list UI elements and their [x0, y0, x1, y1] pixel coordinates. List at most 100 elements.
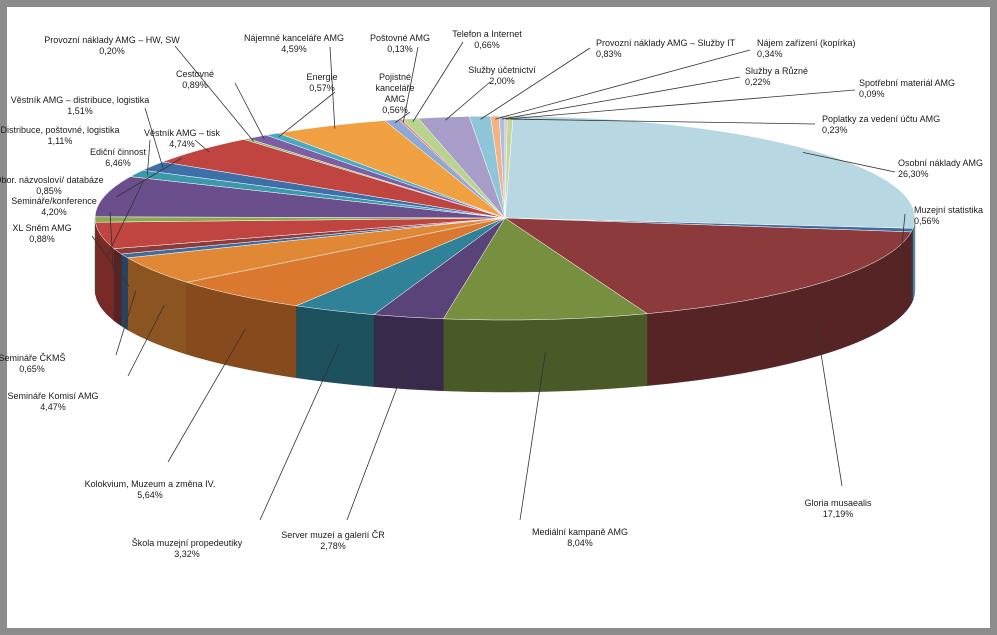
leader-line [814, 315, 843, 487]
slice-name-label: Semináře Komisí AMG [7, 391, 98, 401]
slice-name-label: Distribuce, poštovné, logistika [0, 125, 119, 135]
slice-label: Cestovné 0,89% [176, 69, 214, 90]
slice-name-label: Energie [306, 72, 337, 82]
slice-label: Semináře ČKMŠ 0,65% [0, 353, 66, 374]
slice-value-label: 0,20% [99, 46, 125, 56]
slice-name-label: XL Sněm AMG [12, 223, 71, 233]
slice-value-label: 17,19% [823, 509, 854, 519]
slice-value-label: 0,56% [382, 105, 408, 115]
leader-line [259, 343, 340, 521]
slice-side [296, 305, 375, 387]
leader-line [412, 41, 464, 122]
leader-line [802, 152, 896, 173]
slice-name-label: Provozní náklady AMG – HW, SW [44, 35, 180, 45]
slice-label: Spotřební materiál AMG 0,09% [859, 78, 955, 99]
slice-label: Obor. názvosloví/ databáze 0,85% [0, 175, 104, 196]
slice-label: Pojistné kanceláře AMG 0,56% [375, 72, 414, 115]
leader-line [144, 107, 164, 168]
pie-slice [504, 217, 912, 314]
slice-labels: Osobní náklady AMG 26,30% Muzejní statisti… [0, 29, 983, 559]
slice-value-label: 8,04% [567, 538, 593, 548]
slice-value-label: 4,20% [41, 207, 67, 217]
slice-label: Provozní náklady AMG – HW, SW 0,20% [44, 35, 180, 56]
slice-value-label: 4,47% [40, 402, 66, 412]
slice-name-label: Semináře/konference [11, 196, 97, 206]
leader-lines [91, 41, 906, 521]
pie-slices [94, 115, 916, 321]
slice-value-label: 4,59% [281, 44, 307, 54]
slice-value-label: 0,56% [914, 216, 940, 226]
slice-name-label: Pojistné [379, 72, 411, 82]
slice-label: Energie 0,57% [306, 72, 337, 93]
slice-label: Ediční činnost 6,46% [90, 147, 147, 168]
slice-label: Muzejní statistika 0,56% [914, 205, 983, 226]
slice-label: Provozní náklady AMG – Služby IT 0,83% [596, 38, 736, 59]
slice-name-label: Nájem zařízení (kopírka) [757, 38, 856, 48]
slice-name-label: Osobní náklady AMG [898, 158, 983, 168]
pie-slice [504, 115, 916, 229]
slice-name-label: Gloria musaealis [804, 498, 872, 508]
slice-name-label: Telefon a Internet [452, 29, 522, 39]
slice-side [113, 248, 122, 327]
slice-label: Server muzeí a galerií ČR 2,78% [281, 530, 385, 551]
leader-line [174, 45, 254, 142]
pie-slice [161, 139, 506, 219]
slice-name-label: Služby účetnictví [468, 65, 536, 75]
slice-name-label: kanceláře [375, 83, 414, 93]
leader-line [510, 118, 816, 125]
slice-label: Poplatky za vedení účtu AMG 0,23% [822, 114, 940, 135]
slice-label: Škola muzejní propedeutiky 3,32% [132, 538, 243, 559]
slice-name-label: Nájemné kanceláře AMG [244, 33, 344, 43]
slice-name-label: Mediální kampaně AMG [532, 527, 628, 537]
leader-line [278, 91, 336, 137]
slice-label: Gloria musaealis 17,19% [804, 498, 872, 519]
slice-name-label: Obor. názvosloví/ databáze [0, 175, 104, 185]
slice-value-label: 5,64% [137, 490, 163, 500]
leader-line [394, 111, 411, 124]
slice-label: Telefon a Internet 0,66% [452, 29, 522, 50]
slice-value-label: 0,65% [19, 364, 45, 374]
leader-line [506, 89, 856, 120]
slice-name-label: Spotřební materiál AMG [859, 78, 955, 88]
leader-line [502, 76, 741, 120]
slice-label: Kolokvium, Muzeum a změna IV. 5,64% [85, 479, 216, 500]
slice-label: Služby a Různé 0,22% [745, 66, 808, 87]
leader-line [519, 352, 546, 521]
slice-name-label: Semináře ČKMŠ [0, 353, 66, 363]
pie-slice [94, 176, 506, 219]
leader-line [402, 46, 419, 123]
slice-name-label: Kolokvium, Muzeum a změna IV. [85, 479, 216, 489]
slice-name-label: Cestovné [176, 69, 214, 79]
slice-value-label: 0,34% [757, 49, 783, 59]
slice-side [373, 314, 444, 392]
slice-name-label: AMG [385, 94, 406, 104]
leader-line [480, 47, 591, 120]
slice-name-label: Provozní náklady AMG – Služby IT [596, 38, 736, 48]
pie-slice [186, 217, 506, 307]
slice-value-label: 0,83% [596, 49, 622, 59]
slice-value-label: 0,13% [387, 44, 413, 54]
slice-label: Nájemné kanceláře AMG 4,59% [244, 33, 344, 54]
slice-label: Distribuce, poštovné, logistika 1,11% [0, 125, 119, 146]
leader-line [106, 181, 144, 256]
leader-line [234, 82, 265, 140]
slice-value-label: 2,00% [489, 76, 515, 86]
slice-side [121, 253, 128, 331]
leader-line [109, 211, 114, 272]
slice-value-label: 0,89% [182, 80, 208, 90]
slice-label: Služby účetnictví 2,00% [468, 65, 536, 86]
slice-label: Poštovné AMG 0,13% [370, 33, 430, 54]
slice-name-label: Muzejní statistika [914, 205, 983, 215]
slice-value-label: 3,32% [174, 549, 200, 559]
slice-name-label: Věstník AMG – distribuce, logistika [11, 95, 150, 105]
leader-line [495, 49, 751, 120]
slice-value-label: 26,30% [898, 169, 929, 179]
pie-slice [442, 217, 648, 321]
leader-line [115, 290, 137, 356]
slice-value-label: 0,22% [745, 77, 771, 87]
slice-value-label: 0,85% [36, 186, 62, 196]
slice-name-label: Ediční činnost [90, 147, 147, 157]
leader-line [146, 139, 151, 175]
slice-value-label: 0,66% [474, 40, 500, 50]
